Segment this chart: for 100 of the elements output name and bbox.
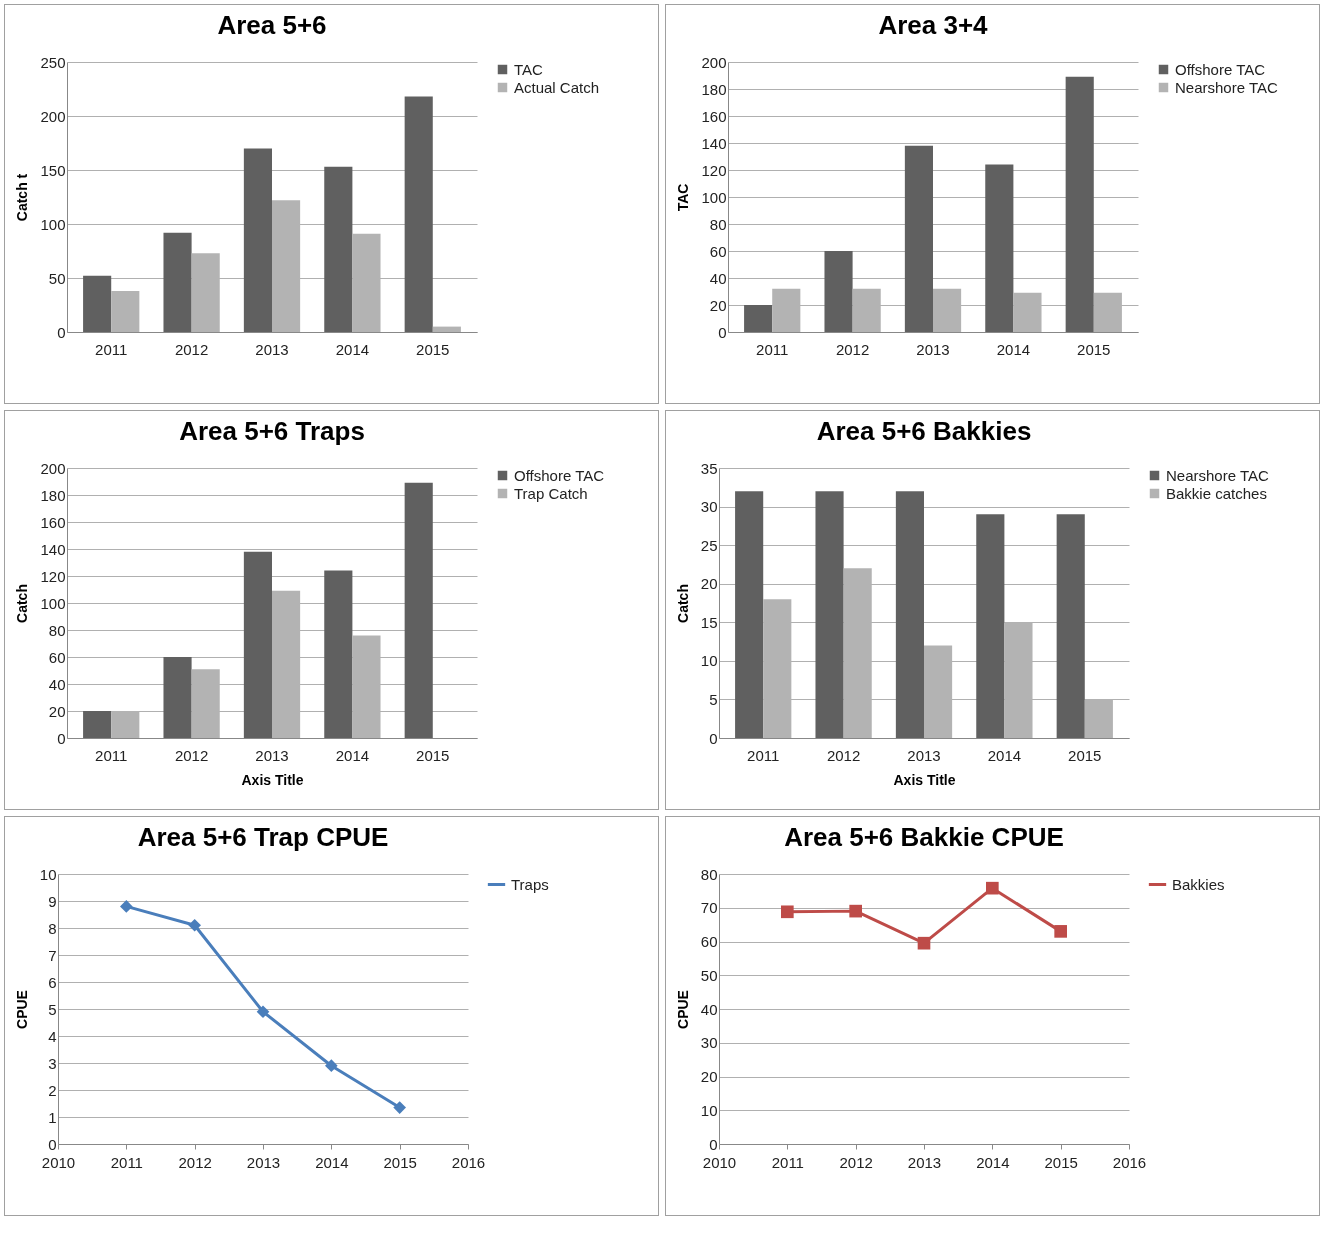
y-tick-label: 15 <box>700 613 718 631</box>
y-tick-label: 20 <box>709 296 727 314</box>
x-tick-label: 2014 <box>315 1153 349 1171</box>
y-tick-label: 1 <box>48 1108 57 1126</box>
y-tick-label: 10 <box>700 652 718 670</box>
point <box>256 1005 270 1019</box>
y-tick-label: 30 <box>700 498 718 516</box>
y-tick-label: 250 <box>40 53 66 71</box>
y-axis-title: Catch <box>674 584 691 623</box>
y-tick-label: 60 <box>709 242 727 260</box>
legend-label: Nearshore TAC <box>1175 78 1278 96</box>
chart-title: Area 5+6 <box>217 10 327 40</box>
x-tick-label: 2011 <box>110 1153 143 1171</box>
x-tick-label: 2011 <box>747 746 780 764</box>
x-tick-label: 2014 <box>976 1153 1010 1171</box>
y-tick-label: 3 <box>48 1054 57 1072</box>
bar <box>83 275 112 332</box>
x-tick-label: 2013 <box>907 1153 942 1171</box>
y-tick-label: 5 <box>709 690 718 708</box>
y-tick-label: 70 <box>700 899 718 917</box>
bar <box>976 514 1005 738</box>
x-tick-label: 2015 <box>1068 746 1102 764</box>
y-tick-label: 4 <box>48 1027 57 1045</box>
point <box>917 936 931 950</box>
x-tick-label: 2015 <box>416 340 450 358</box>
y-axis-title: Catch t <box>14 173 31 222</box>
x-tick-label: 2012 <box>835 340 870 358</box>
bar <box>824 251 853 332</box>
y-tick-label: 160 <box>40 513 66 531</box>
x-axis-title: Axis Title <box>241 771 304 788</box>
x-tick-label: 2012 <box>826 746 861 764</box>
y-tick-label: 80 <box>709 215 727 233</box>
x-tick-label: 2011 <box>756 340 789 358</box>
y-tick-label: 9 <box>48 892 57 910</box>
bar <box>1065 76 1094 332</box>
bar <box>432 326 461 332</box>
y-tick-label: 6 <box>48 973 57 991</box>
x-tick-label: 2013 <box>255 340 289 358</box>
y-axis-title: CPUE <box>13 990 30 1029</box>
bar <box>744 305 773 332</box>
point <box>986 881 999 895</box>
y-tick-label: 100 <box>701 188 727 206</box>
legend-label: Bakkies <box>1172 875 1225 893</box>
y-tick-label: 180 <box>40 486 66 504</box>
y-tick-label: 0 <box>709 729 718 747</box>
point <box>188 918 201 932</box>
x-tick-label: 2014 <box>996 340 1031 358</box>
chart-title: Area 5+6 Traps <box>179 416 365 446</box>
x-tick-label: 2013 <box>907 746 941 764</box>
legend-label: Nearshore TAC <box>1166 466 1269 484</box>
bar <box>404 96 433 332</box>
point <box>120 900 133 913</box>
y-tick-label: 140 <box>40 540 66 558</box>
y-tick-label: 150 <box>40 161 66 179</box>
legend-label: Offshore TAC <box>514 466 605 484</box>
y-tick-label: 25 <box>700 536 718 554</box>
x-tick-label: 2014 <box>987 746 1022 764</box>
legend-label: Traps <box>511 875 549 893</box>
x-axis-title: Axis Title <box>893 771 956 788</box>
bar <box>324 166 353 332</box>
x-tick-label: 2012 <box>178 1153 212 1171</box>
chart-title: Area 5+6 Bakkies <box>816 416 1032 446</box>
y-tick-label: 30 <box>700 1034 718 1052</box>
chart-title: Area 3+4 <box>878 10 989 40</box>
y-tick-label: 200 <box>40 107 66 125</box>
bar <box>735 491 764 738</box>
y-tick-label: 8 <box>48 919 57 937</box>
y-tick-label: 5 <box>48 1000 57 1018</box>
y-tick-label: 0 <box>48 1135 57 1153</box>
x-tick-label: 2010 <box>41 1153 76 1171</box>
y-tick-label: 180 <box>701 80 727 98</box>
y-tick-label: 0 <box>57 729 66 747</box>
y-tick-label: 40 <box>709 269 727 287</box>
y-tick-label: 120 <box>40 567 66 585</box>
y-tick-label: 50 <box>700 966 718 984</box>
x-tick-label: 2012 <box>174 340 209 358</box>
legend-label: Actual Catch <box>514 78 600 96</box>
y-tick-label: 10 <box>700 1101 718 1119</box>
chart-title: Area 5+6 Trap CPUE <box>137 822 389 852</box>
y-tick-label: 20 <box>700 575 718 593</box>
x-tick-label: 2012 <box>839 1153 873 1171</box>
point <box>849 904 862 918</box>
bar <box>111 290 140 332</box>
y-tick-label: 100 <box>40 215 66 233</box>
y-tick-label: 100 <box>40 594 66 612</box>
y-tick-label: 10 <box>39 865 57 883</box>
y-axis-title: TAC <box>675 183 692 212</box>
y-tick-label: 200 <box>701 53 727 71</box>
y-tick-label: 20 <box>48 702 66 720</box>
y-tick-label: 200 <box>40 459 66 477</box>
point <box>781 905 794 919</box>
x-tick-label: 2011 <box>771 1153 804 1171</box>
y-tick-label: 60 <box>700 933 718 950</box>
bar <box>1056 514 1085 738</box>
bar <box>815 491 844 738</box>
x-tick-label: 2015 <box>383 1153 417 1171</box>
x-tick-label: 2015 <box>1077 340 1111 358</box>
y-tick-label: 7 <box>48 946 57 964</box>
y-tick-label: 0 <box>718 323 727 341</box>
x-tick-label: 2012 <box>174 746 209 764</box>
